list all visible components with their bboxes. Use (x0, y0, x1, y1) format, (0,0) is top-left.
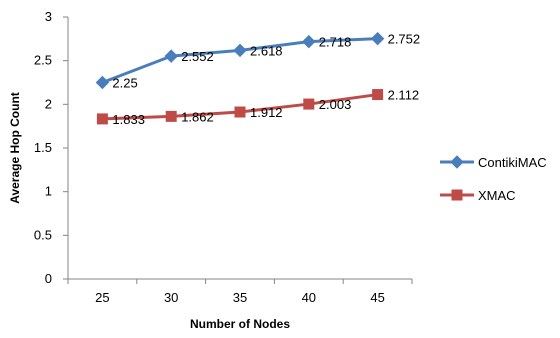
x-axis-title: Number of Nodes (190, 317, 290, 331)
x-tick-label: 25 (95, 290, 109, 305)
data-label-xmac: 1.833 (112, 112, 145, 127)
legend-marker-xmac (451, 189, 463, 201)
series-layer (95, 31, 385, 125)
legend: ContikiMAC XMAC (440, 155, 547, 203)
y-axis-title: Average Hop Count (8, 92, 22, 204)
data-point-contikimac (164, 49, 178, 63)
legend-label-xmac: XMAC (478, 188, 516, 203)
data-point-xmac (234, 106, 246, 118)
data-label-xmac: 1.912 (250, 105, 283, 120)
y-tick-label: 2.5 (34, 53, 52, 68)
data-point-contikimac (302, 34, 316, 49)
data-label-contikimac: 2.552 (181, 49, 214, 64)
data-label-xmac: 2.003 (319, 97, 352, 112)
y-tick-label: 3 (45, 9, 52, 24)
x-tick-label: 30 (164, 290, 178, 305)
data-label-contikimac: 2.718 (319, 35, 352, 50)
data-label-xmac: 2.112 (388, 88, 420, 103)
axes: 0 0.5 1 1.5 2 2.5 3 25 30 35 40 45 (34, 9, 413, 305)
data-point-xmac (303, 98, 315, 110)
data-label-contikimac: 2.618 (250, 43, 283, 58)
legend-label-contikimac: ContikiMAC (478, 155, 547, 170)
data-point-xmac (96, 113, 108, 125)
data-label-contikimac: 2.752 (388, 32, 421, 47)
x-tick-label: 35 (233, 290, 247, 305)
data-point-xmac (372, 89, 384, 101)
y-tick-label: 0.5 (34, 227, 52, 242)
y-tick-label: 1.5 (34, 140, 52, 155)
y-tick-label: 1 (45, 184, 52, 199)
data-label-xmac: 1.862 (181, 109, 214, 124)
x-tick-label: 45 (370, 290, 384, 305)
data-point-contikimac (233, 43, 247, 58)
data-label-contikimac: 2.25 (112, 76, 137, 91)
data-point-contikimac (95, 75, 110, 90)
y-tick-label: 0 (45, 271, 52, 286)
data-labels: 2.25 2.552 2.618 2.718 2.752 1.833 1.862 1.912 2… (112, 32, 420, 127)
x-tick-label: 40 (302, 290, 316, 305)
legend-marker-contikimac (450, 155, 464, 169)
data-point-contikimac (370, 31, 385, 46)
data-point-xmac (165, 110, 177, 122)
y-tick-label: 2 (45, 96, 52, 111)
